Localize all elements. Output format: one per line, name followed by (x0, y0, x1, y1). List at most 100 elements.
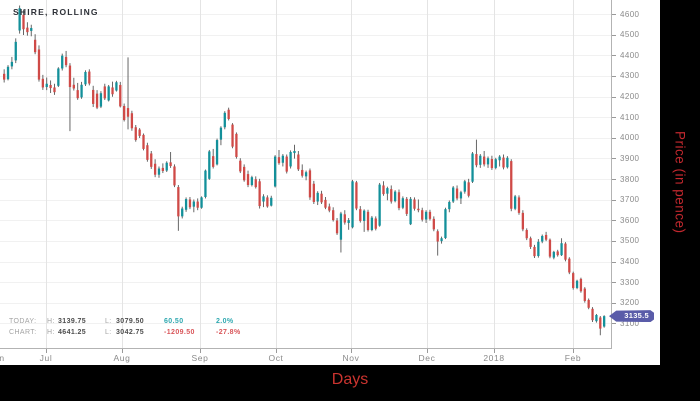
y-tick (612, 303, 616, 304)
legend-high-key: H: (47, 318, 55, 325)
candle (138, 129, 141, 136)
candle (591, 308, 594, 321)
candle (250, 177, 254, 186)
candle (421, 210, 424, 220)
candlestick-chart[interactable] (0, 0, 612, 349)
y-axis-caption-wrap: Price (in pence) (660, 0, 700, 365)
candle (146, 145, 149, 160)
candle (335, 220, 339, 234)
candle (258, 181, 261, 207)
y-tick (612, 323, 616, 324)
candle (603, 316, 606, 327)
candle (157, 168, 161, 175)
x-tick-label: Oct (268, 353, 284, 363)
candle (277, 157, 281, 164)
candle (525, 229, 528, 239)
candle (285, 156, 288, 172)
legend-high-key: H: (47, 329, 55, 336)
legend-chart-pct: -27.8% (216, 329, 241, 336)
candle (119, 84, 122, 107)
candle (583, 288, 586, 301)
x-tick-label: Dec (418, 353, 436, 363)
legend-today-label: TODAY: (9, 318, 37, 325)
candle (297, 154, 300, 170)
y-tick (612, 35, 616, 36)
candle (537, 241, 540, 256)
candle (262, 196, 265, 202)
candle (579, 278, 583, 292)
candle (208, 151, 211, 179)
y-tick (612, 220, 616, 221)
candle (513, 196, 517, 209)
candle (235, 133, 238, 157)
candle (417, 208, 420, 211)
candle (572, 273, 575, 288)
candle (254, 179, 257, 188)
candle (544, 234, 548, 240)
candle (448, 201, 451, 210)
y-tick (612, 179, 616, 180)
candle (312, 183, 315, 202)
candle (444, 209, 447, 239)
candle (281, 155, 285, 163)
candle (467, 182, 470, 196)
y-tick (612, 200, 616, 201)
candle (243, 166, 246, 181)
candle (479, 155, 482, 165)
y-tick-label: 3900 (620, 153, 640, 163)
candle (386, 188, 389, 194)
candle (184, 199, 188, 210)
candle (506, 157, 509, 168)
candle (53, 87, 56, 93)
legend-row-chart: CHART: H: 4641.25 L: 3042.75 -1209.50 -2… (9, 327, 256, 338)
candle (68, 65, 72, 88)
candle (215, 140, 219, 165)
x-tick (122, 349, 123, 353)
candle (92, 89, 95, 104)
candle (475, 154, 478, 166)
candle (88, 71, 91, 84)
candle (61, 55, 64, 69)
y-tick (612, 117, 616, 118)
candle (595, 314, 598, 322)
candle (270, 197, 273, 206)
x-tick (351, 349, 352, 353)
y-tick-label: 3800 (620, 174, 640, 184)
y-tick-label: 4100 (620, 112, 640, 122)
candle (564, 243, 567, 260)
candle (483, 156, 486, 165)
candle (455, 188, 459, 199)
candle (37, 49, 41, 80)
candle (72, 84, 75, 89)
candle (459, 192, 463, 199)
y-tick (612, 76, 616, 77)
candle (165, 162, 168, 171)
candle (293, 150, 296, 154)
candle (239, 160, 242, 172)
candle (14, 41, 17, 61)
candle (339, 213, 343, 240)
candle (498, 156, 501, 161)
candle (30, 28, 33, 31)
candle (413, 199, 416, 209)
x-tick-label: Jul (39, 353, 53, 363)
candle (502, 157, 505, 168)
candle (409, 198, 412, 225)
candle (556, 251, 559, 256)
candle (64, 56, 68, 66)
candle (541, 235, 544, 242)
y-tick-label: 3300 (620, 277, 640, 287)
candle (219, 127, 223, 140)
candle (192, 201, 195, 207)
candle (134, 127, 137, 141)
y-tick-label: 3100 (620, 318, 640, 328)
candle (452, 187, 455, 202)
candle (3, 73, 6, 80)
x-tick-label: Sep (191, 353, 209, 363)
candle (440, 238, 443, 242)
candle (181, 208, 184, 217)
candle (103, 86, 106, 99)
candle (107, 86, 110, 101)
legend-chart-change: -1209.50 (164, 329, 195, 336)
candle (370, 217, 374, 230)
